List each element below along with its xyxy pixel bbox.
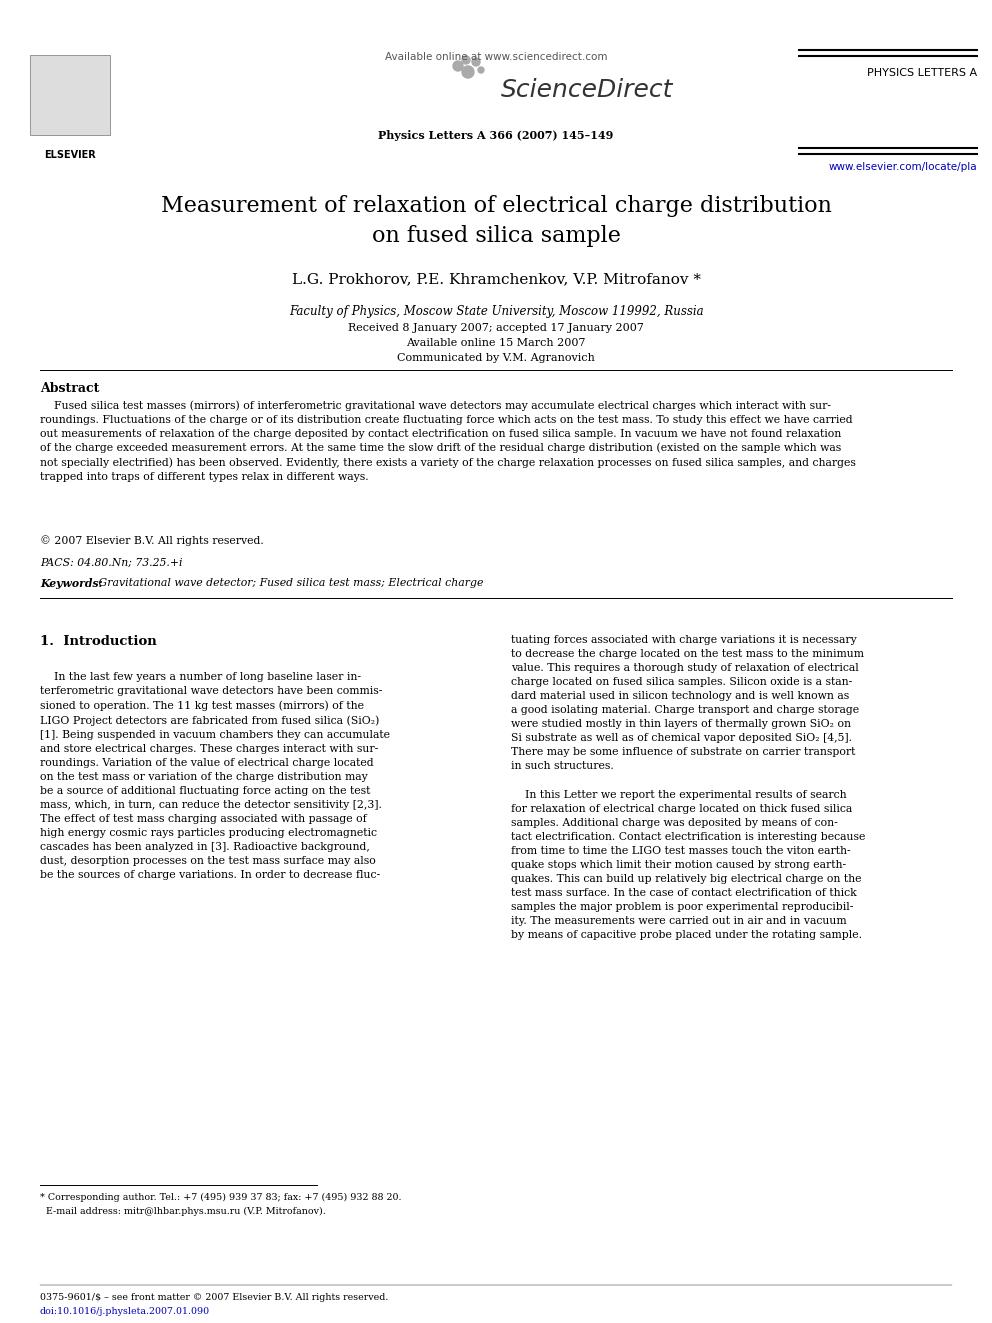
Text: Fused silica test masses (mirrors) of interferometric gravitational wave detecto: Fused silica test masses (mirrors) of in…: [40, 400, 856, 483]
Circle shape: [462, 56, 470, 64]
Text: tuating forces associated with charge variations it is necessary
to decrease the: tuating forces associated with charge va…: [511, 635, 864, 771]
Text: 0375-9601/$ – see front matter © 2007 Elsevier B.V. All rights reserved.: 0375-9601/$ – see front matter © 2007 El…: [40, 1293, 389, 1302]
FancyBboxPatch shape: [30, 56, 110, 135]
Text: Keywords:: Keywords:: [40, 578, 102, 589]
Text: www.elsevier.com/locate/pla: www.elsevier.com/locate/pla: [828, 161, 977, 172]
Text: © 2007 Elsevier B.V. All rights reserved.: © 2007 Elsevier B.V. All rights reserved…: [40, 534, 264, 546]
Circle shape: [472, 58, 480, 66]
Text: Faculty of Physics, Moscow State University, Moscow 119992, Russia: Faculty of Physics, Moscow State Univers…: [289, 306, 703, 318]
Text: Available online 15 March 2007: Available online 15 March 2007: [407, 337, 585, 348]
Text: In the last few years a number of long baseline laser in-
terferometric gravitat: In the last few years a number of long b…: [40, 672, 390, 880]
Text: PACS: 04.80.Nn; 73.25.+i: PACS: 04.80.Nn; 73.25.+i: [40, 558, 183, 568]
Text: on fused silica sample: on fused silica sample: [372, 225, 620, 247]
Text: ELSEVIER: ELSEVIER: [44, 149, 96, 160]
Text: * Corresponding author. Tel.: +7 (495) 939 37 83; fax: +7 (495) 932 88 20.: * Corresponding author. Tel.: +7 (495) 9…: [40, 1193, 402, 1203]
Text: ScienceDirect: ScienceDirect: [501, 78, 674, 102]
Text: L.G. Prokhorov, P.E. Khramchenkov, V.P. Mitrofanov *: L.G. Prokhorov, P.E. Khramchenkov, V.P. …: [292, 273, 700, 286]
Text: Communicated by V.M. Agranovich: Communicated by V.M. Agranovich: [397, 353, 595, 363]
Text: doi:10.1016/j.physleta.2007.01.090: doi:10.1016/j.physleta.2007.01.090: [40, 1307, 210, 1316]
Text: PHYSICS LETTERS A: PHYSICS LETTERS A: [867, 67, 977, 78]
Text: 1.  Introduction: 1. Introduction: [40, 635, 157, 648]
Text: Available online at www.sciencedirect.com: Available online at www.sciencedirect.co…: [385, 52, 607, 62]
Text: E-mail address: mitr@lhbar.phys.msu.ru (V.P. Mitrofanov).: E-mail address: mitr@lhbar.phys.msu.ru (…: [40, 1207, 325, 1216]
Circle shape: [462, 66, 474, 78]
Text: Received 8 January 2007; accepted 17 January 2007: Received 8 January 2007; accepted 17 Jan…: [348, 323, 644, 333]
Circle shape: [478, 67, 484, 73]
Circle shape: [453, 61, 463, 71]
Text: Gravitational wave detector; Fused silica test mass; Electrical charge: Gravitational wave detector; Fused silic…: [95, 578, 483, 587]
Text: Physics Letters A 366 (2007) 145–149: Physics Letters A 366 (2007) 145–149: [378, 130, 614, 142]
Text: Abstract: Abstract: [40, 382, 99, 396]
Text: Measurement of relaxation of electrical charge distribution: Measurement of relaxation of electrical …: [161, 194, 831, 217]
Text: In this Letter we report the experimental results of search
for relaxation of el: In this Letter we report the experimenta…: [511, 790, 865, 941]
